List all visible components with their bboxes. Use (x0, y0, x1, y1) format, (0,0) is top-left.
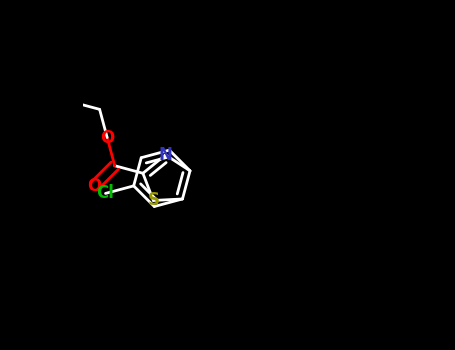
Text: S: S (147, 191, 159, 210)
Text: O: O (87, 177, 101, 195)
Text: O: O (100, 128, 114, 147)
Text: Cl: Cl (96, 184, 115, 202)
Text: N: N (159, 146, 172, 164)
